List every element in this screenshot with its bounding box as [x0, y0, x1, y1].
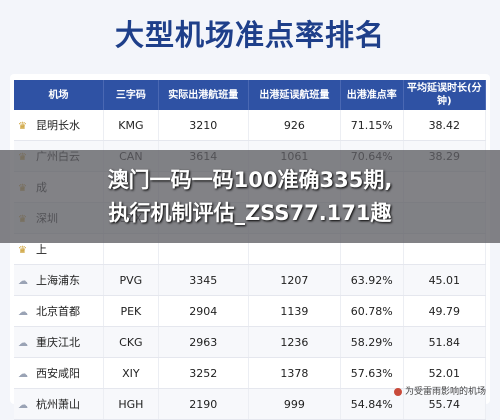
- table-header-row: 机场 三字码 实际出港航班量 出港延误航班量 出港准点率 平均延误时长(分钟): [14, 80, 487, 110]
- cell-airport: ♛ 昆明长水: [14, 110, 105, 141]
- column-header-ontime-rate: 出港准点率: [340, 80, 404, 110]
- overlay-banner: 澳门一码一码100准确335期, 执行机制评估_ZSS77.171趣: [0, 150, 500, 243]
- cell-code: XIY: [103, 357, 159, 389]
- cell-delayed: 1236: [248, 326, 341, 358]
- table-row: ☁ 重庆江北 CKG 2963 1236 58.29% 51.84: [14, 326, 487, 358]
- cell-airport: ☁ 西安咸阳: [14, 357, 105, 389]
- airport-name: 上海浦东: [36, 274, 80, 287]
- cell-delayed: 1378: [248, 357, 341, 389]
- banner-line-2: 执行机制评估_ZSS77.171趣: [108, 201, 392, 225]
- cell-avg-delay: 45.01: [403, 264, 487, 296]
- storm-icon: ☁: [18, 307, 28, 318]
- cell-airport: ☁ 重庆江北: [14, 326, 105, 358]
- column-header-departures: 实际出港航班量: [158, 80, 249, 110]
- airport-name: 西安咸阳: [36, 367, 80, 380]
- cell-code: HGH: [103, 388, 159, 420]
- cell-code: KMG: [103, 110, 159, 141]
- footnote: 为受雷雨影响的机场: [393, 384, 486, 397]
- airport-name: 上: [36, 243, 47, 256]
- airport-name: 杭州萧山: [36, 398, 80, 411]
- crown-icon: ♛: [18, 245, 27, 256]
- table-row: ☁ 上海浦东 PVG 3345 1207 63.92% 45.01: [14, 264, 487, 296]
- cell-departures: 2904: [158, 295, 249, 327]
- cell-departures: 2963: [158, 326, 249, 358]
- cell-code: PVG: [103, 264, 159, 296]
- cell-ontime-rate: 58.29%: [340, 326, 404, 358]
- cell-avg-delay: 49.79: [403, 295, 487, 327]
- cell-airport: ☁ 杭州萧山: [14, 388, 105, 420]
- cell-delayed: 999: [248, 388, 341, 420]
- cell-delayed: 926: [248, 110, 341, 141]
- column-header-avg-delay: 平均延误时长(分钟): [403, 80, 487, 110]
- cell-delayed: 1207: [248, 264, 341, 296]
- cell-avg-delay: 52.01: [403, 357, 487, 389]
- page: 大型机场准点率排名 机场 三字码 实际出港航班量 出港延误航班量 出港准点率 平…: [0, 18, 500, 420]
- crown-icon: ♛: [18, 121, 27, 132]
- cell-airport: ☁ 北京首都: [14, 295, 105, 327]
- cell-ontime-rate: 71.15%: [340, 110, 404, 141]
- table-row: ♛ 昆明长水 KMG 3210 926 71.15% 38.42: [14, 110, 487, 141]
- cell-ontime-rate: 63.92%: [340, 264, 404, 296]
- table-row: ☁ 杭州萧山 HGH 2190 999 54.84% 55.74: [14, 388, 487, 420]
- ranking-table: 机场 三字码 实际出港航班量 出港延误航班量 出港准点率 平均延误时长(分钟) …: [14, 80, 487, 420]
- airport-name: 昆明长水: [36, 119, 80, 132]
- storm-dot-icon: [393, 387, 402, 396]
- footnote-text: 为受雷雨影响的机场: [404, 387, 486, 397]
- storm-icon: ☁: [18, 276, 28, 287]
- column-header-code: 三字码: [103, 80, 159, 110]
- cell-airport: ☁ 上海浦东: [14, 264, 105, 296]
- airport-name: 重庆江北: [36, 336, 80, 349]
- airport-name: 北京首都: [36, 305, 80, 318]
- page-title: 大型机场准点率排名: [114, 18, 385, 52]
- column-header-delayed: 出港延误航班量: [248, 80, 341, 110]
- cell-ontime-rate: 57.63%: [340, 357, 404, 389]
- table-row: ☁ 西安咸阳 XIY 3252 1378 57.63% 52.01: [14, 357, 487, 389]
- cell-delayed: 1139: [248, 295, 341, 327]
- storm-icon: ☁: [18, 400, 28, 411]
- cell-avg-delay: 38.42: [403, 110, 487, 141]
- storm-icon: ☁: [18, 369, 28, 380]
- storm-icon: ☁: [18, 338, 28, 349]
- cell-departures: 3345: [158, 264, 249, 296]
- banner-line-1: 澳门一码一码100准确335期,: [107, 168, 393, 192]
- cell-departures: 2190: [158, 388, 249, 420]
- cell-code: PEK: [103, 295, 159, 327]
- cell-departures: 3210: [158, 110, 249, 141]
- cell-departures: 3252: [158, 357, 249, 389]
- cell-avg-delay: 51.84: [403, 326, 487, 358]
- column-header-airport: 机场: [14, 80, 105, 110]
- cell-code: CKG: [103, 326, 159, 358]
- table-row: ☁ 北京首都 PEK 2904 1139 60.78% 49.79: [14, 295, 487, 327]
- cell-ontime-rate: 60.78%: [340, 295, 404, 327]
